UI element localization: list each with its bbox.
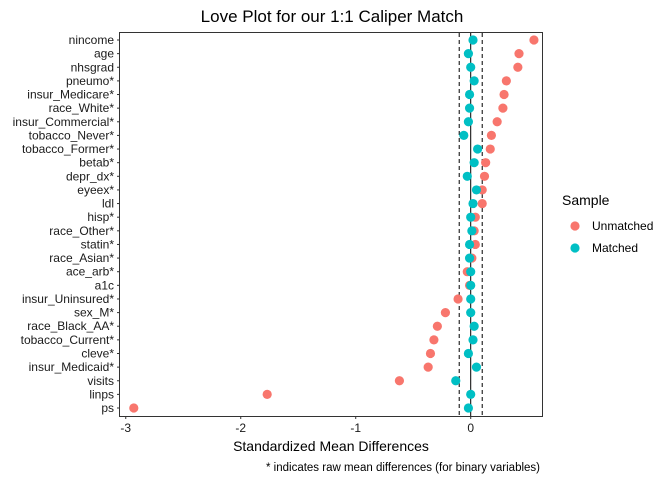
point-unmatched (498, 103, 508, 113)
y-tick-label: betab* (79, 156, 114, 170)
y-tick-label: nincome (69, 33, 115, 47)
point-matched (468, 198, 478, 209)
y-tick-label: ace_arb* (66, 265, 114, 279)
point-matched (464, 253, 475, 263)
point-matched (451, 376, 461, 386)
point-matched (469, 76, 479, 86)
point-matched (459, 130, 469, 141)
point-unmatched (485, 144, 495, 154)
legend-key-unmatched (570, 221, 580, 231)
x-tick-label: -1 (350, 421, 361, 435)
plot-panel-border (119, 32, 543, 417)
point-unmatched (514, 49, 524, 59)
y-tick-label: hisp* (87, 210, 114, 224)
y-tick-label: cleve* (81, 346, 114, 360)
point-unmatched (492, 117, 502, 127)
point-matched (469, 321, 479, 331)
x-tick-label: -2 (235, 421, 246, 435)
point-matched (471, 362, 482, 372)
point-matched (463, 348, 474, 359)
y-tick-label: eyeex* (77, 183, 114, 197)
point-matched (468, 35, 478, 45)
point-unmatched (425, 348, 436, 359)
y-tick-label: race_White* (49, 101, 115, 115)
point-matched (466, 294, 476, 304)
y-tick-label: visits (87, 374, 114, 388)
point-unmatched (513, 62, 523, 72)
y-tick-label: insur_Medicare* (27, 88, 114, 102)
point-unmatched (529, 35, 539, 45)
chart-title: Love Plot for our 1:1 Caliper Match (201, 7, 464, 26)
x-tick-label: -3 (120, 421, 131, 435)
y-tick-label: tobacco_Current* (21, 333, 115, 347)
point-matched (462, 171, 472, 181)
y-tick-label: insur_Uninsured* (22, 292, 114, 306)
point-matched (467, 226, 477, 236)
y-tick-label: ps (101, 401, 114, 415)
legend-label-matched: Matched (592, 241, 638, 255)
point-matched (466, 212, 476, 222)
point-unmatched (499, 89, 509, 100)
point-matched (466, 389, 476, 399)
point-unmatched (394, 376, 405, 386)
x-tick-label: 0 (467, 421, 474, 435)
point-matched (466, 308, 476, 318)
point-matched (473, 144, 483, 154)
y-tick-label: nhsgrad (71, 60, 114, 74)
y-tick-label: a1c (95, 278, 114, 292)
y-tick-label: statin* (81, 237, 115, 251)
point-matched (463, 49, 474, 59)
x-axis-title: Standardized Mean Differences (233, 438, 429, 454)
legend-key-matched (570, 243, 580, 253)
point-unmatched (453, 294, 463, 304)
point-matched (466, 62, 476, 72)
point-unmatched (432, 321, 442, 331)
point-unmatched (262, 389, 272, 399)
y-tick-label: ldl (102, 197, 114, 211)
y-tick-label: insur_Commercial* (13, 115, 115, 129)
point-matched (464, 103, 475, 113)
point-unmatched (129, 403, 139, 413)
legend: Sample Unmatched Matched (562, 192, 653, 255)
y-tick-label: age (94, 47, 114, 61)
legend-label-unmatched: Unmatched (592, 219, 653, 233)
point-matched (469, 158, 479, 168)
point-matched (471, 185, 482, 195)
point-unmatched (481, 158, 491, 168)
y-tick-label: linps (89, 387, 114, 401)
y-tick-label: tobacco_Former* (22, 142, 114, 156)
y-tick-label: pneumo* (66, 74, 114, 88)
y-tick-label: race_Black_AA* (27, 319, 114, 333)
y-tick-label: insur_Medicaid* (29, 360, 115, 374)
point-matched (464, 239, 475, 250)
point-unmatched (440, 308, 451, 318)
y-tick-label: tobacco_Never* (29, 128, 115, 142)
y-tick-label: sex_M* (74, 306, 114, 320)
point-unmatched (486, 130, 497, 141)
chart-caption: * indicates raw mean differences (for bi… (266, 462, 540, 474)
point-matched (468, 335, 478, 345)
point-unmatched (501, 76, 511, 86)
point-unmatched (429, 335, 439, 345)
point-matched (463, 117, 474, 127)
point-unmatched (477, 198, 487, 209)
point-matched (464, 89, 475, 100)
point-unmatched (423, 362, 433, 372)
point-matched (466, 267, 476, 277)
y-tick-label: race_Asian* (49, 251, 114, 265)
point-matched (463, 403, 474, 413)
point-unmatched (479, 171, 490, 181)
y-tick-label: race_Other* (49, 224, 114, 238)
legend-title: Sample (562, 192, 610, 208)
y-tick-label: depr_dx* (66, 169, 114, 183)
point-matched (466, 280, 476, 290)
